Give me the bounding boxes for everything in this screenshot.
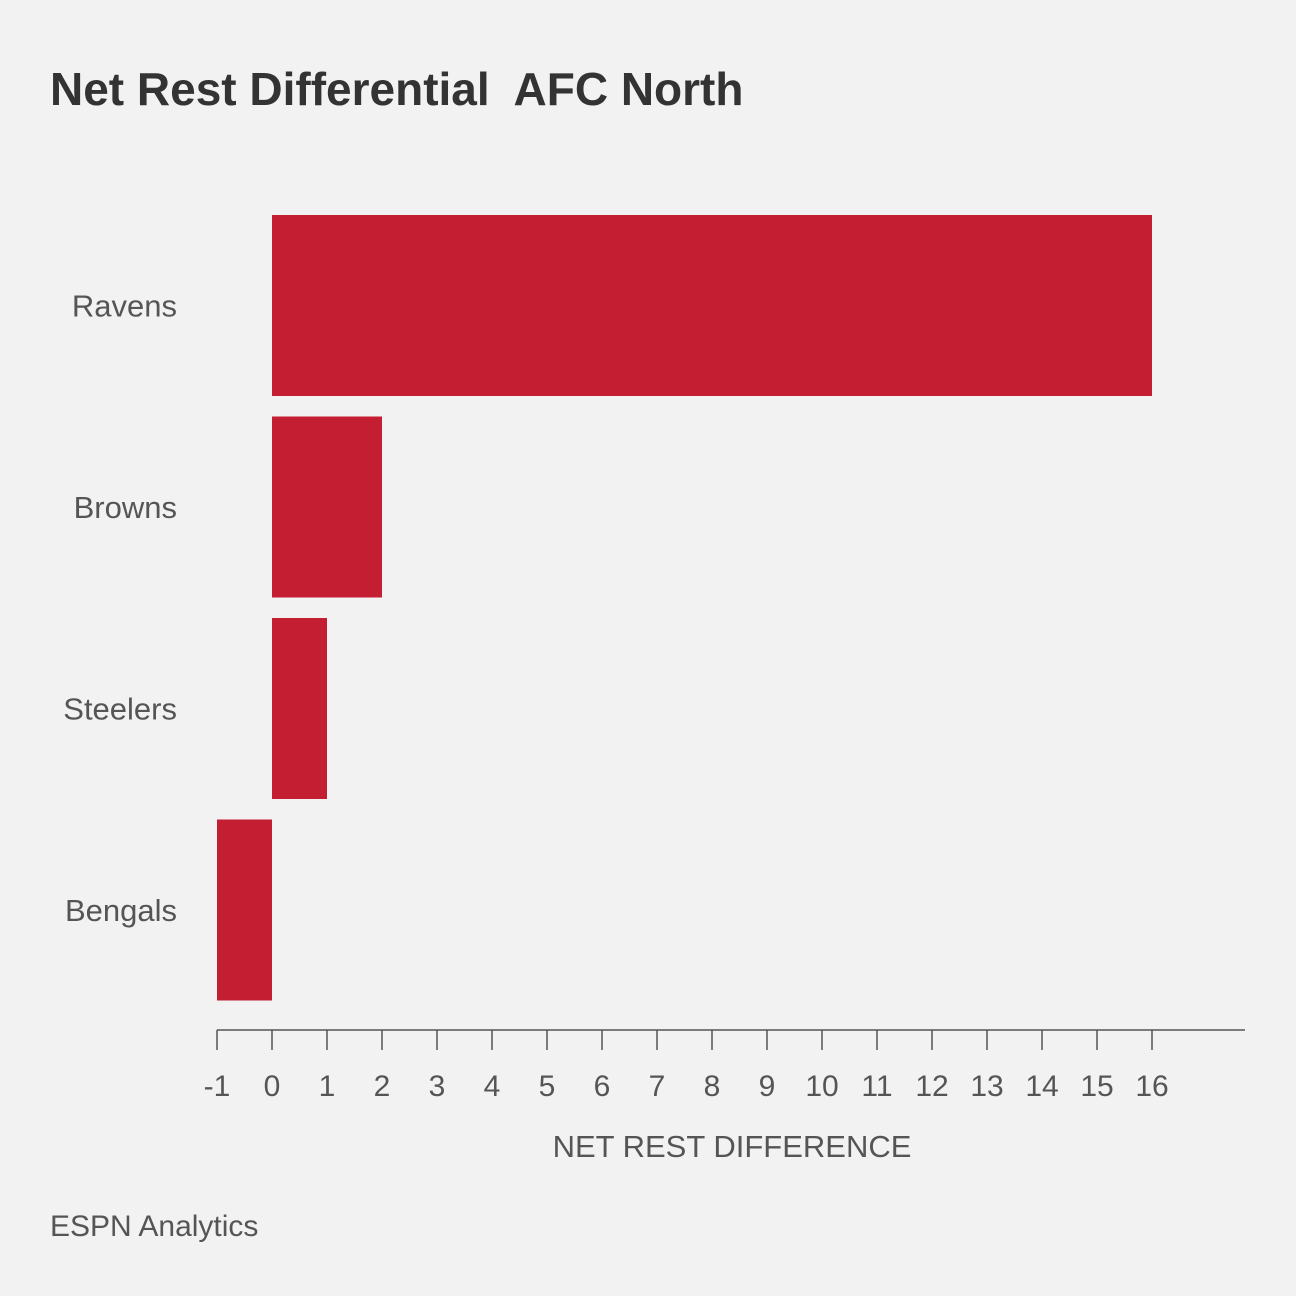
category-labels: Ravens Browns Steelers Bengals: [63, 289, 177, 929]
bar-browns: [272, 416, 382, 598]
x-tick-label: 5: [539, 1070, 556, 1103]
x-tick-label: 15: [1080, 1070, 1113, 1103]
source-credit: ESPN Analytics: [50, 1210, 259, 1243]
category-label-ravens: Ravens: [72, 289, 177, 324]
bar-steelers: [272, 618, 327, 799]
bars-layer: [217, 215, 1152, 1001]
x-tick-label: 11: [861, 1070, 892, 1103]
x-axis-title: NET REST DIFFERENCE: [553, 1129, 912, 1164]
x-tick-label: 13: [970, 1070, 1003, 1103]
x-tick-label: 9: [759, 1070, 776, 1103]
x-axis-tick-labels: -1 0 1 2 3 4 5 6 7 8 9 10 11 12 13 14 15 16: [204, 1070, 1169, 1103]
bar-ravens: [272, 215, 1152, 396]
x-tick-label: 2: [374, 1070, 391, 1103]
x-tick-label: 1: [319, 1070, 336, 1103]
x-tick-label: 8: [704, 1070, 721, 1103]
category-label-steelers: Steelers: [63, 692, 177, 727]
x-tick-label: 0: [264, 1070, 281, 1103]
x-tick-label: 12: [915, 1070, 948, 1103]
category-label-bengals: Bengals: [65, 893, 177, 928]
x-tick-label: 6: [594, 1070, 611, 1103]
x-tick-label: -1: [204, 1070, 231, 1103]
x-tick-label: 10: [805, 1070, 838, 1103]
x-tick-label: 7: [649, 1070, 666, 1103]
x-tick-label: 4: [484, 1070, 501, 1103]
x-tick-label: 14: [1025, 1070, 1058, 1103]
x-axis-ticks: [216, 1030, 1153, 1050]
bar-bengals: [217, 819, 272, 1001]
x-tick-label: 3: [429, 1070, 446, 1103]
chart-title: Net Rest Differential AFC North: [50, 63, 744, 115]
x-tick-label: 16: [1135, 1070, 1168, 1103]
category-label-browns: Browns: [74, 490, 177, 525]
